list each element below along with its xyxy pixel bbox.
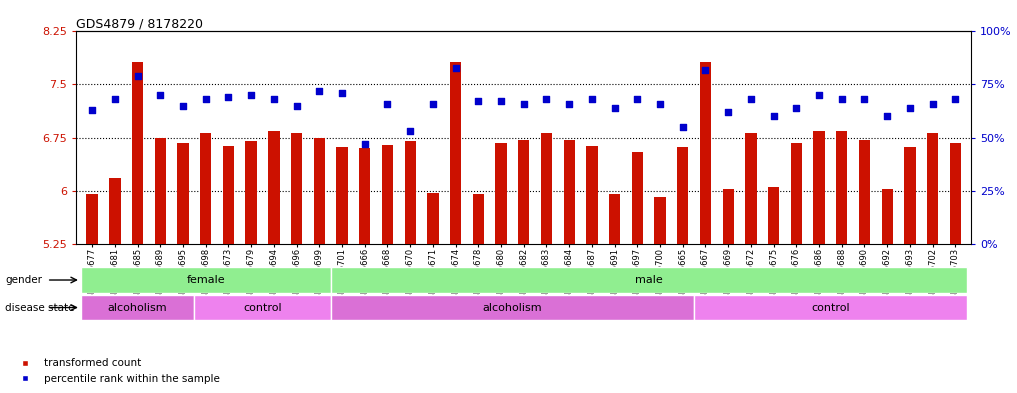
Bar bbox=[427, 193, 438, 244]
Point bbox=[175, 103, 191, 109]
Bar bbox=[200, 132, 212, 244]
Bar bbox=[109, 178, 121, 244]
Bar bbox=[155, 138, 166, 244]
Point bbox=[742, 96, 759, 103]
Bar bbox=[926, 132, 939, 244]
Point bbox=[538, 96, 554, 103]
Bar bbox=[695, 295, 967, 320]
Point bbox=[425, 101, 441, 107]
Bar bbox=[313, 138, 325, 244]
Point bbox=[856, 96, 873, 103]
Point bbox=[357, 141, 373, 147]
Point bbox=[402, 128, 418, 134]
Point bbox=[129, 73, 145, 79]
Bar bbox=[331, 295, 695, 320]
Bar bbox=[722, 189, 734, 244]
Point bbox=[584, 96, 600, 103]
Point bbox=[720, 109, 736, 115]
Point bbox=[379, 101, 396, 107]
Bar bbox=[904, 147, 915, 244]
Bar bbox=[194, 295, 331, 320]
Bar bbox=[518, 140, 530, 244]
Point bbox=[265, 96, 282, 103]
Text: female: female bbox=[186, 275, 225, 285]
Bar bbox=[882, 189, 893, 244]
Text: alcoholism: alcoholism bbox=[483, 303, 542, 312]
Bar bbox=[245, 141, 257, 244]
Point bbox=[947, 96, 963, 103]
Text: control: control bbox=[812, 303, 850, 312]
Point bbox=[447, 64, 464, 71]
Bar bbox=[337, 147, 348, 244]
Bar bbox=[80, 295, 194, 320]
Bar bbox=[291, 132, 302, 244]
Bar bbox=[381, 145, 394, 244]
Text: gender: gender bbox=[5, 275, 42, 285]
Bar bbox=[405, 141, 416, 244]
Text: control: control bbox=[243, 303, 282, 312]
Point bbox=[107, 96, 123, 103]
Bar bbox=[790, 143, 802, 244]
Point bbox=[924, 101, 941, 107]
Point bbox=[243, 92, 259, 98]
Bar bbox=[654, 197, 666, 244]
Bar bbox=[700, 62, 711, 244]
Point bbox=[788, 105, 804, 111]
Bar bbox=[495, 143, 506, 244]
Bar bbox=[950, 143, 961, 244]
Point bbox=[84, 107, 101, 113]
Bar bbox=[473, 194, 484, 244]
Point bbox=[153, 92, 169, 98]
Text: male: male bbox=[635, 275, 662, 285]
Point bbox=[493, 98, 510, 105]
Point bbox=[811, 92, 827, 98]
Point bbox=[652, 101, 668, 107]
Bar bbox=[563, 140, 575, 244]
Legend: transformed count, percentile rank within the sample: transformed count, percentile rank withi… bbox=[10, 354, 224, 388]
Point bbox=[630, 96, 646, 103]
Point bbox=[561, 101, 578, 107]
Point bbox=[311, 88, 327, 94]
Point bbox=[698, 66, 714, 73]
Bar bbox=[132, 62, 143, 244]
Point bbox=[674, 124, 691, 130]
Bar bbox=[586, 146, 598, 244]
Bar bbox=[331, 267, 967, 293]
Text: disease state: disease state bbox=[5, 303, 74, 312]
Bar bbox=[86, 194, 98, 244]
Bar bbox=[223, 146, 234, 244]
Bar bbox=[359, 148, 370, 244]
Bar bbox=[541, 132, 552, 244]
Bar bbox=[450, 62, 462, 244]
Point bbox=[221, 94, 237, 100]
Point bbox=[834, 96, 850, 103]
Bar bbox=[632, 152, 643, 244]
Bar bbox=[814, 131, 825, 244]
Point bbox=[289, 103, 305, 109]
Bar bbox=[768, 187, 779, 244]
Bar bbox=[609, 194, 620, 244]
Point bbox=[902, 105, 918, 111]
Bar bbox=[677, 147, 689, 244]
Point bbox=[197, 96, 214, 103]
Point bbox=[516, 101, 532, 107]
Bar bbox=[177, 143, 189, 244]
Point bbox=[766, 113, 782, 119]
Text: GDS4879 / 8178220: GDS4879 / 8178220 bbox=[76, 17, 203, 30]
Bar bbox=[745, 132, 757, 244]
Bar bbox=[80, 267, 331, 293]
Point bbox=[879, 113, 895, 119]
Point bbox=[606, 105, 622, 111]
Point bbox=[334, 90, 350, 96]
Bar bbox=[836, 131, 847, 244]
Bar bbox=[268, 131, 280, 244]
Point bbox=[470, 98, 486, 105]
Text: alcoholism: alcoholism bbox=[108, 303, 168, 312]
Bar bbox=[858, 140, 871, 244]
